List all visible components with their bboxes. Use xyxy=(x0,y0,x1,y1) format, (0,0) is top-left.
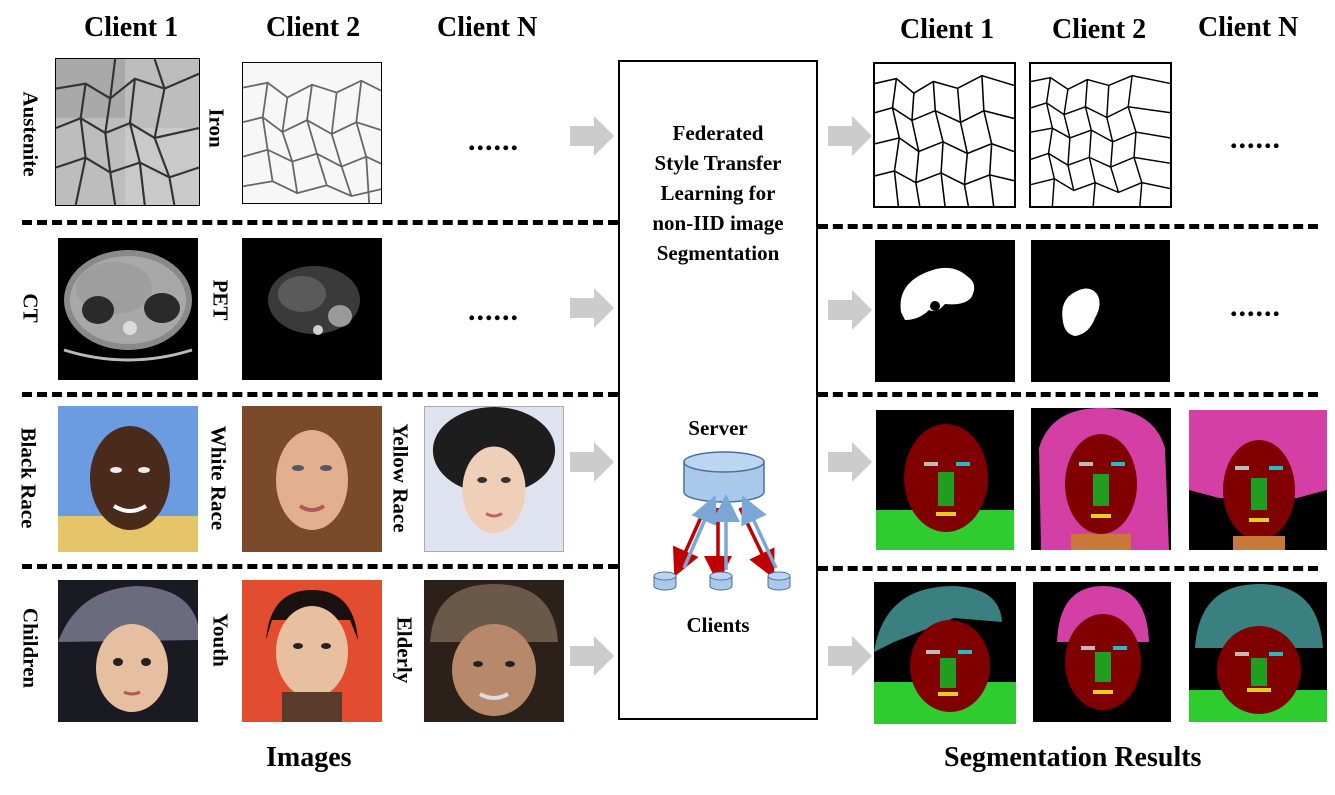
header-client-2-left: Client 2 xyxy=(266,12,361,43)
youth-face xyxy=(242,580,382,722)
row4-output-arrow xyxy=(828,636,872,676)
federated-learning-box: Federated Style Transfer Learning for no… xyxy=(618,60,818,720)
black-race-face xyxy=(58,406,198,552)
server-database-icon xyxy=(683,451,765,503)
elderly-segmentation xyxy=(1189,582,1327,722)
youth-segmentation xyxy=(1033,582,1171,722)
row-separator-3 xyxy=(22,564,618,569)
header-client-n-right: Client N xyxy=(1198,12,1299,43)
client-database-icon xyxy=(767,571,791,591)
row-separator-1 xyxy=(22,220,618,225)
clients-label: Clients xyxy=(686,613,750,637)
method-title: Federated Style Transfer Learning for no… xyxy=(652,121,784,265)
row-label-pet: PET xyxy=(208,279,233,321)
children-face xyxy=(58,580,198,722)
iron-segmentation xyxy=(1029,62,1172,208)
row-label-iron: Iron xyxy=(204,108,229,148)
children-segmentation xyxy=(874,582,1016,724)
row3-output-arrow xyxy=(828,442,872,482)
row1-output-arrow xyxy=(828,116,872,156)
row1-input-arrow xyxy=(570,116,614,156)
row-label-yellow-race: Yellow Race xyxy=(388,423,413,533)
white-race-face xyxy=(242,406,382,552)
server-label: Server xyxy=(688,416,748,440)
austenite-segmentation xyxy=(873,62,1016,208)
row2-more-results: ...... xyxy=(1230,290,1281,323)
row2-input-arrow xyxy=(570,288,614,328)
row-separator-3-right xyxy=(818,566,1318,571)
server-client-diagram xyxy=(653,451,791,591)
header-client-n-left: Client N xyxy=(437,12,538,43)
row1-more-results: ...... xyxy=(1230,122,1281,155)
black-race-segmentation xyxy=(876,410,1014,550)
client-database-icon xyxy=(709,571,733,591)
client-database-icon xyxy=(653,571,677,591)
images-caption: Images xyxy=(266,742,352,773)
row3-input-arrow xyxy=(570,442,614,482)
row4-input-arrow xyxy=(570,636,614,676)
header-client-2-right: Client 2 xyxy=(1052,14,1147,45)
row-label-ct: CT xyxy=(18,293,43,323)
ct-image xyxy=(58,238,198,380)
segmentation-results-caption: Segmentation Results xyxy=(944,742,1202,773)
elderly-face xyxy=(424,580,564,722)
row2-output-arrow xyxy=(828,290,872,330)
row-separator-1-right xyxy=(818,224,1318,229)
yellow-race-face xyxy=(424,406,564,552)
header-client-1-left: Client 1 xyxy=(84,12,179,43)
row-separator-2-right xyxy=(818,392,1318,397)
row-label-black-race: Black Race xyxy=(16,427,41,529)
row2-more-clients: ...... xyxy=(468,294,519,327)
iron-image xyxy=(242,62,382,204)
ct-segmentation xyxy=(875,240,1015,382)
pet-segmentation xyxy=(1031,240,1170,382)
header-client-1-right: Client 1 xyxy=(900,14,995,45)
row-label-youth: Youth xyxy=(208,613,233,667)
row-separator-2 xyxy=(22,392,618,397)
austenite-image xyxy=(55,58,200,206)
white-race-segmentation xyxy=(1031,408,1171,550)
row1-more-clients: ...... xyxy=(468,124,519,157)
yellow-race-segmentation xyxy=(1189,410,1327,550)
row-label-elderly: Elderly xyxy=(392,616,417,684)
row-label-white-race: White Race xyxy=(206,425,231,531)
row-label-austenite: Austenite xyxy=(18,91,43,177)
row-label-children: Children xyxy=(18,607,43,689)
pet-image xyxy=(242,238,382,380)
